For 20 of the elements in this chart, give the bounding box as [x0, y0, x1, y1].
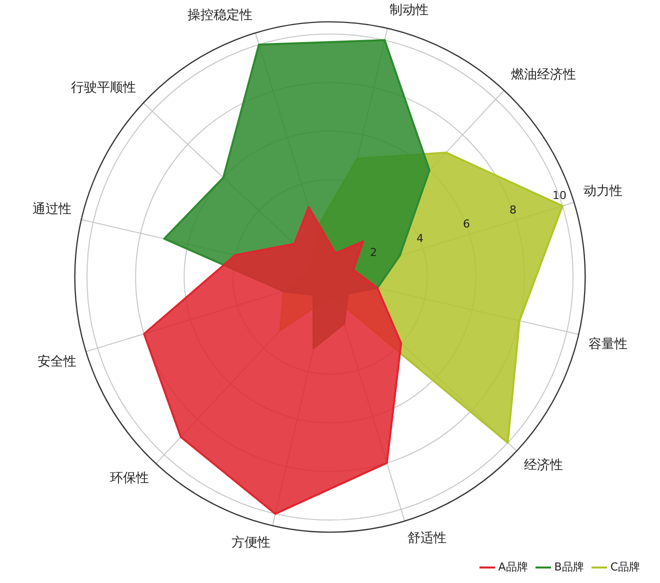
spoke-label: 环保性 — [110, 471, 150, 486]
y-tick-label: 2 — [370, 246, 378, 260]
legend-label: C品牌 — [610, 560, 640, 574]
y-tick-label: 6 — [463, 218, 470, 231]
spoke-label: 舒适性 — [408, 530, 447, 546]
y-tick-label: 8 — [510, 203, 517, 216]
spoke-label: 制动性 — [390, 3, 429, 18]
spoke-label: 行驶平顺性 — [71, 80, 136, 96]
y-tick-label: 4 — [416, 232, 424, 245]
spoke-label: 动力性 — [584, 184, 623, 200]
spoke-label: 安全性 — [37, 354, 76, 370]
legend-label: A品牌 — [498, 560, 528, 574]
spoke-label: 操控稳定性 — [187, 8, 252, 23]
spoke-label: 燃油经济性 — [510, 68, 576, 83]
spoke-label: 经济性 — [524, 458, 563, 474]
spoke-label: 通过性 — [32, 202, 72, 217]
legend-label: B品牌 — [554, 560, 584, 574]
spoke-label: 方便性 — [231, 534, 270, 551]
y-tick-label: 10 — [552, 189, 566, 202]
spoke-label: 容量性 — [588, 336, 628, 352]
